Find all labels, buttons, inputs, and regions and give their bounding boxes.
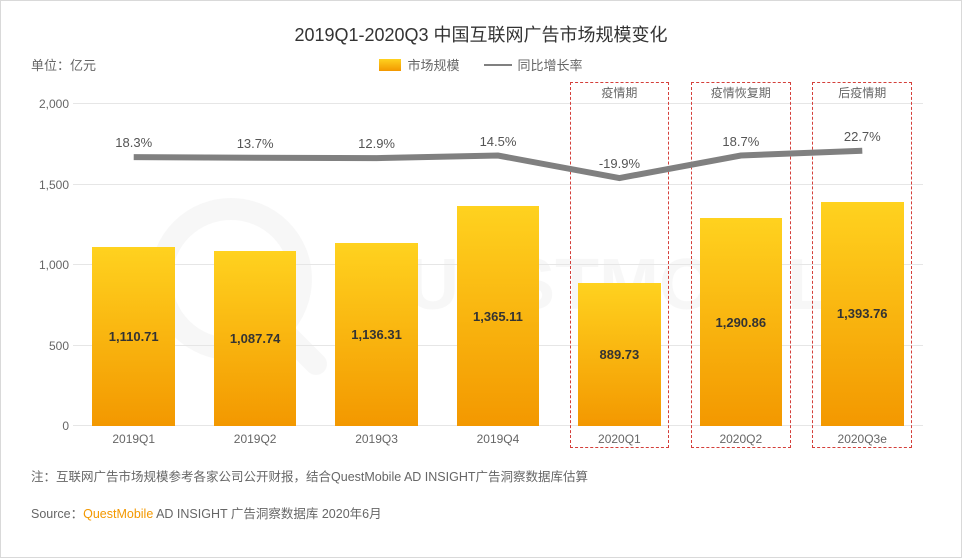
y-axis-label: 0 [31,419,69,433]
legend-bar-label: 市场规模 [407,55,459,74]
x-axis-label: 2019Q3 [355,432,398,446]
bar: 1,393.76 [821,202,904,426]
chart-source: Source：QuestMobile AD INSIGHT 广告洞察数据库 20… [31,503,931,522]
bar-value-label: 1,365.11 [473,309,523,324]
bar-column: 1,087.742019Q2 [194,104,315,426]
chart-container: QUESTMOBILE 2019Q1-2020Q3 中国互联网广告市场规模变化 … [0,0,962,558]
y-axis-label: 1,500 [31,178,69,192]
x-axis-label: 2020Q1 [598,432,641,446]
growth-label: 13.7% [237,136,274,151]
chart-title: 2019Q1-2020Q3 中国互联网广告市场规模变化 [31,21,931,47]
plot-area: 05001,0001,5002,0001,110.712019Q11,087.7… [73,104,923,426]
chart-note: 注：互联网广告市场规模参考各家公司公开财报，结合QuestMobile AD I… [31,466,931,485]
x-axis-label: 2019Q4 [477,432,520,446]
growth-label: 12.9% [358,136,395,151]
bar-value-label: 1,290.86 [716,315,767,330]
y-axis-label: 1,000 [31,258,69,272]
growth-label: 18.3% [115,135,152,150]
bars-wrap: 1,110.712019Q11,087.742019Q21,136.312019… [73,104,923,426]
legend-line-label: 同比增长率 [518,55,583,74]
growth-label: 14.5% [480,134,517,149]
source-prefix: Source： [31,507,83,521]
y-axis-label: 2,000 [31,97,69,111]
note-prefix: 注： [31,470,56,484]
bar: 1,290.86 [700,218,783,426]
unit-label: 单位：亿元 [31,55,96,74]
growth-label: -19.9% [599,156,640,171]
source-rest: AD INSIGHT 广告洞察数据库 2020年6月 [153,507,381,521]
chart-area: 05001,0001,5002,0001,110.712019Q11,087.7… [73,80,923,450]
bar-column: 1,365.112019Q4 [437,104,558,426]
bar-value-label: 1,136.31 [351,327,402,342]
legend-bar: 市场规模 [379,55,459,74]
bar: 1,136.31 [335,243,418,426]
bar: 889.73 [578,283,661,426]
bar-column: 后疫情期1,393.762020Q3e [802,104,923,426]
growth-label: 22.7% [844,129,881,144]
bar-column: 疫情期889.732020Q1 [559,104,680,426]
bar-column: 1,136.312019Q3 [316,104,437,426]
source-brand: QuestMobile [83,507,153,521]
bar: 1,110.71 [92,247,175,426]
bar-column: 疫情恢复期1,290.862020Q2 [680,104,801,426]
legend-line: 同比增长率 [484,55,583,74]
bar-value-label: 1,087.74 [230,331,281,346]
highlight-label: 疫情期 [601,84,637,101]
legend-row: 单位：亿元 市场规模 同比增长率 [31,55,931,74]
bar: 1,087.74 [214,251,297,426]
x-axis-label: 2019Q2 [234,432,277,446]
highlight-label: 后疫情期 [838,84,886,101]
note-text: 互联网广告市场规模参考各家公司公开财报，结合QuestMobile AD INS… [56,470,588,484]
x-axis-label: 2020Q3e [838,432,887,446]
x-axis-label: 2020Q2 [719,432,762,446]
growth-label: 18.7% [722,134,759,149]
bar: 1,365.11 [457,206,540,426]
bar-value-label: 1,110.71 [109,329,159,344]
bar-value-label: 889.73 [600,347,640,362]
legend-line-swatch [484,64,512,66]
x-axis-label: 2019Q1 [112,432,155,446]
bar-column: 1,110.712019Q1 [73,104,194,426]
bar-value-label: 1,393.76 [837,306,888,321]
y-axis-label: 500 [31,339,69,353]
highlight-label: 疫情恢复期 [711,84,771,101]
legend-bar-swatch [379,59,401,71]
